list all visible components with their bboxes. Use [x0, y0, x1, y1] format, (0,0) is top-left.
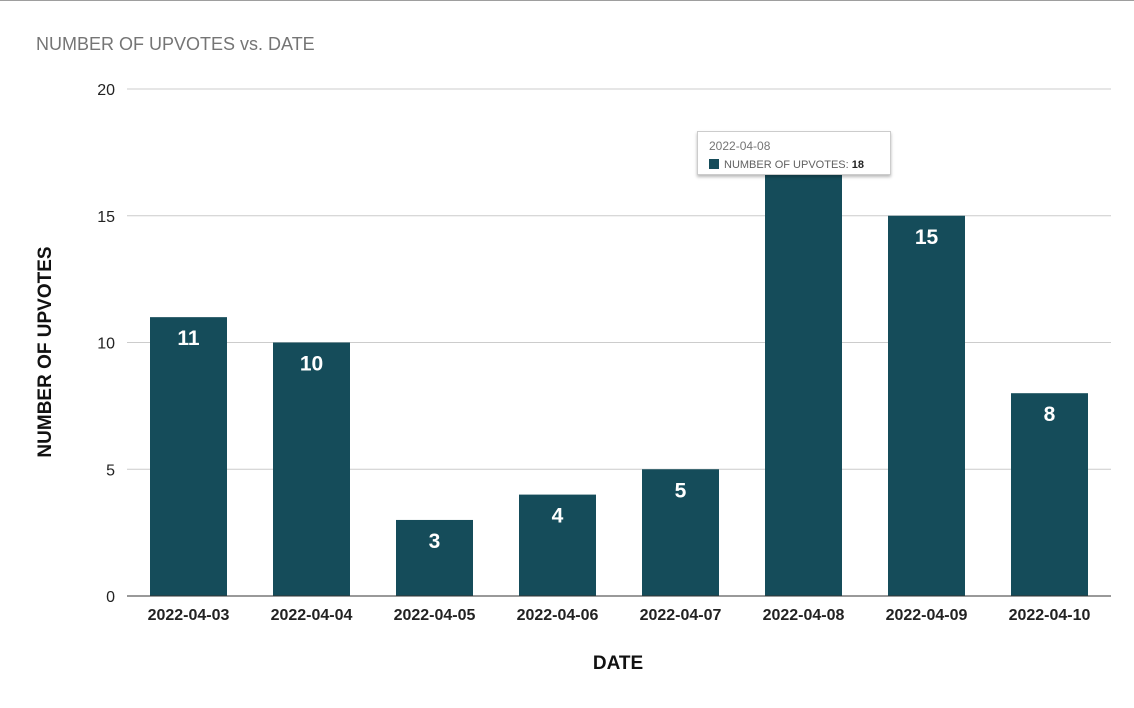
tooltip-separator: : — [845, 159, 852, 171]
bar[interactable] — [150, 317, 227, 596]
y-tick-label: 20 — [97, 82, 115, 99]
chart-title: NUMBER OF UPVOTES vs. DATE — [36, 34, 315, 54]
bar[interactable] — [888, 215, 965, 596]
bars: 11 10 3 4 5 18 15 8 — [150, 139, 1088, 597]
bar-value-label: 4 — [552, 505, 564, 528]
top-border — [0, 0, 1134, 1]
bar-value-label: 8 — [1044, 403, 1056, 426]
tooltip-date: 2022-04-08 — [709, 139, 771, 153]
bar-value-label: 10 — [300, 353, 323, 376]
bar-value-label: 3 — [429, 530, 441, 553]
x-tick-label: 2022-04-06 — [517, 607, 599, 624]
x-axis-ticks: 2022-04-03 2022-04-04 2022-04-05 2022-04-06… — [148, 607, 1091, 624]
bar-value-label: 11 — [177, 327, 200, 350]
bar[interactable] — [396, 519, 473, 596]
x-tick-label: 2022-04-03 — [148, 607, 230, 624]
x-tick-label: 2022-04-04 — [271, 607, 353, 624]
y-tick-label: 10 — [97, 336, 115, 353]
bar[interactable] — [1011, 393, 1088, 596]
y-tick-label: 5 — [106, 462, 115, 479]
y-tick-label: 0 — [106, 589, 115, 606]
y-axis-title: NUMBER OF UPVOTES — [35, 246, 56, 457]
tooltip-row: NUMBER OF UPVOTES: 18 — [709, 159, 880, 171]
x-axis-title: DATE — [593, 653, 643, 674]
bar[interactable] — [273, 342, 350, 597]
bar[interactable] — [642, 469, 719, 596]
bar-value-label: 15 — [915, 226, 939, 249]
bar-value-label: 5 — [675, 479, 687, 502]
x-tick-label: 2022-04-05 — [394, 607, 476, 624]
x-tick-label: 2022-04-07 — [640, 607, 722, 624]
bar-tooltip: 2022-04-08 NUMBER OF UPVOTES: 18 — [697, 131, 891, 175]
x-tick-label: 2022-04-10 — [1009, 607, 1091, 624]
bar[interactable] — [765, 139, 842, 596]
y-tick-label: 15 — [97, 209, 115, 226]
x-tick-label: 2022-04-09 — [886, 607, 968, 624]
tooltip-swatch — [709, 159, 719, 169]
tooltip-series-label: NUMBER OF UPVOTES — [724, 159, 846, 171]
x-tick-label: 2022-04-08 — [763, 607, 845, 624]
y-axis-ticks: 0 5 10 15 20 — [97, 82, 115, 606]
bar[interactable] — [519, 494, 596, 596]
tooltip-value: 18 — [851, 159, 864, 171]
